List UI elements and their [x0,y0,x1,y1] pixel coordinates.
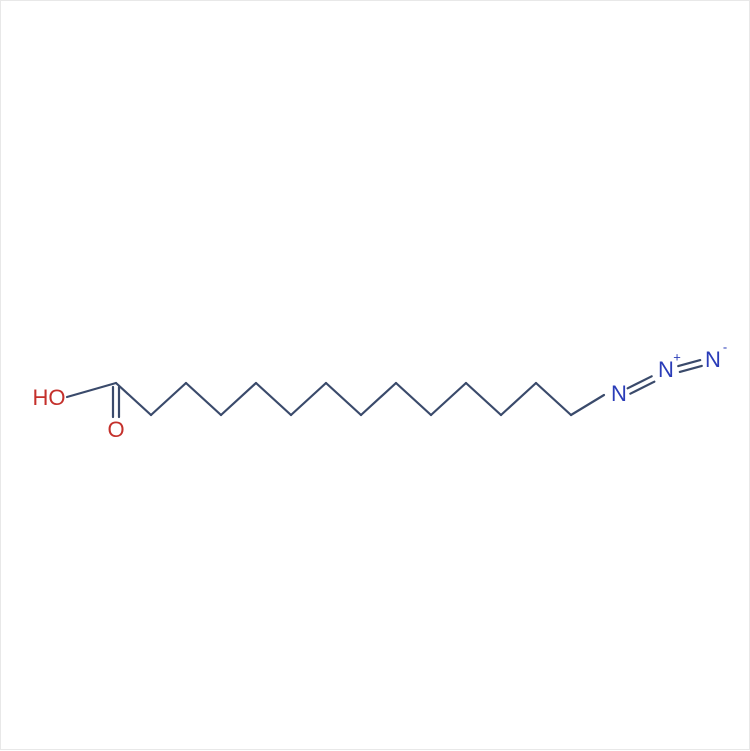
label-N2: N [658,357,674,382]
label-N2-charge: + [673,349,681,364]
molecule-canvas: HOONN+N- [0,0,750,750]
bond [256,383,291,415]
bond [466,383,501,415]
label-HO: HO [33,385,66,410]
bond [536,383,571,415]
label-N3-charge: - [723,339,727,354]
bond [628,376,652,388]
bond [571,395,604,415]
bond [151,383,186,415]
bond [501,383,536,415]
label-N1: N [611,381,627,406]
bond [186,383,221,415]
molecule-svg: HOONN+N- [1,1,750,751]
label-N3: N [705,347,721,372]
bond [361,383,396,415]
bond [291,383,326,415]
bond [67,383,116,397]
bond [431,383,466,415]
bond [680,366,702,372]
bond [630,382,654,394]
bond [116,383,151,415]
bond [326,383,361,415]
bond [396,383,431,415]
bond [221,383,256,415]
bond [678,360,700,366]
label-O-carbonyl: O [107,417,124,442]
